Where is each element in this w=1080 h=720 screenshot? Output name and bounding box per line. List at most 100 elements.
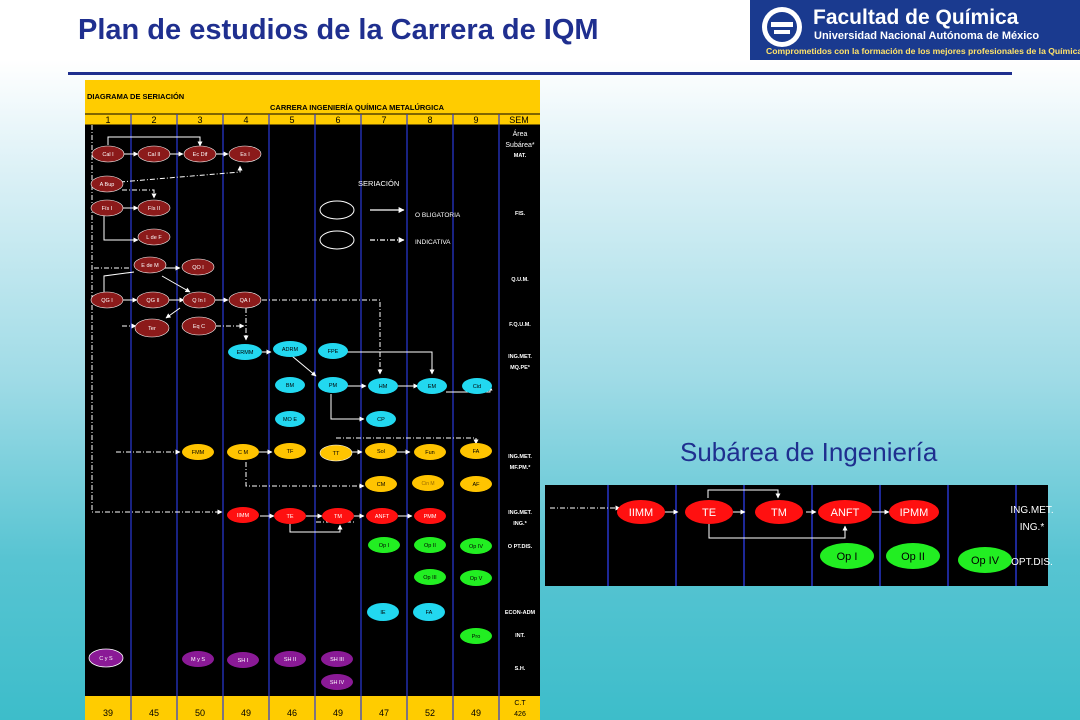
subarea-title: Subárea de Ingeniería [680, 437, 938, 467]
node-sh-iv: SH IV [321, 674, 353, 690]
diagram-header-band [85, 80, 540, 114]
node-label: TM [334, 514, 342, 520]
node-label: PMM [424, 514, 437, 520]
node-label: QG I [101, 298, 113, 304]
subarea-node-te: TE [685, 500, 733, 524]
row-label: OPT.DIS. [1011, 557, 1053, 568]
seriation-legend: SERIACIÓN O BLIGATORIA INDICATIVA [319, 179, 461, 250]
node-fa-2: FA [413, 603, 445, 621]
node-fmm: FMM [182, 444, 214, 460]
node-label: Op II [901, 551, 925, 563]
faculty-emblem-icon [762, 7, 802, 47]
row-label: O PT.DIS. [508, 544, 533, 550]
node-label: Pro [472, 634, 481, 640]
node-cm: CM [365, 476, 397, 492]
node-label: BM [286, 383, 295, 389]
node-label: QO I [192, 265, 204, 271]
node-cin-m: Cin M [412, 475, 444, 491]
node-label: FMM [192, 450, 205, 456]
node-pm: PM [318, 377, 348, 393]
column-header: 3 [197, 115, 202, 125]
legend-indicative-label: INDICATIVA [415, 239, 451, 246]
node-label: Es I [240, 152, 250, 158]
node-sh-i: SH I [227, 652, 259, 668]
node-e-de-m: E de M [133, 256, 167, 274]
node-es-i: Es I [228, 145, 262, 163]
row-label: ECON-ADM [505, 610, 536, 616]
node-ermm: ERMM [228, 344, 262, 360]
node-label: E de M [141, 263, 159, 269]
logo-motto: Comprometidos con la formación de los me… [766, 46, 1080, 56]
node-cal-ii: Cal II [137, 145, 171, 163]
node-ter: Ter [134, 318, 170, 338]
subarea-node-iimm: IIMM [617, 500, 665, 524]
node-label: QA I [240, 298, 251, 304]
node-label: TE [286, 514, 293, 520]
node-qo-i: QO I [181, 258, 215, 276]
node-fis-ii: Fís II [137, 199, 171, 217]
node-label: A Bup [100, 182, 115, 188]
node-label: TE [702, 507, 716, 519]
node-label: SH II [284, 657, 297, 663]
node-pmm: PMM [414, 508, 446, 524]
node-label: C y S [99, 656, 113, 662]
node-label: CP [377, 417, 385, 423]
node-tt: TT [319, 444, 353, 462]
node-eq-c: Eq C [181, 316, 217, 336]
node-af: AF [460, 476, 492, 492]
node-c-m: C M [227, 444, 259, 460]
node-label: HM [379, 384, 388, 390]
column-header: 1 [105, 115, 110, 125]
node-label: AF [472, 482, 480, 488]
node-label: Cin M [421, 481, 434, 487]
node-fa: FA [460, 443, 492, 459]
subarea-node-tm: TM [755, 500, 803, 524]
mandatory-connections [103, 136, 493, 533]
column-header: 6 [335, 115, 340, 125]
node-label: Cal I [102, 152, 114, 158]
logo-name: Facultad de Química [813, 6, 1019, 29]
node-label: ANFT [831, 507, 860, 519]
node-label: Ter [148, 326, 156, 332]
node-label: ERMM [237, 350, 254, 356]
node-label: ADRM [282, 347, 299, 353]
legend-node-sample [319, 200, 355, 220]
diagram-header-left: DIAGRAMA DE SERIACIÓN [87, 92, 184, 101]
row-label: S.H. [515, 666, 526, 672]
faculty-logo: Facultad de Química Universidad Nacional… [750, 0, 1080, 60]
credit-value: 52 [425, 708, 435, 718]
node-fun: Fun [414, 444, 446, 460]
credit-value: 46 [287, 708, 297, 718]
node-l-de-f: L de F [137, 228, 171, 246]
page-title: Plan de estudios de la Carrera de IQM [78, 14, 599, 46]
node-label: Op I [837, 551, 858, 563]
ct-label: C.T [514, 700, 526, 707]
node-m-y-s: M y S [182, 651, 214, 667]
node-label: Ec Dif [193, 152, 208, 158]
node-mo-e: MO E [275, 411, 305, 427]
nodes-red: IIMM TE TM ANFT PMM [227, 507, 446, 524]
ct-value: 426 [514, 711, 526, 718]
subarea-node-op-i: Op I [820, 543, 874, 569]
node-sh-iii: SH III [321, 651, 353, 667]
node-label: L de F [146, 235, 162, 241]
diagram-background [85, 80, 540, 720]
credit-value: 39 [103, 708, 113, 718]
node-label: Op III [423, 575, 437, 581]
node-hm: HM [368, 378, 398, 394]
subarea-connections [550, 489, 890, 539]
node-q-in-i: Q In I [182, 291, 216, 309]
node-label: SH IV [330, 680, 345, 686]
credit-value: 47 [379, 708, 389, 718]
node-label: Sol [377, 449, 385, 455]
node-label: Fun [425, 450, 434, 456]
node-label: FPE [328, 349, 339, 355]
row-label: MQ.PE* [510, 365, 531, 371]
node-label: C M [238, 450, 249, 456]
node-op-v: Op V [460, 570, 492, 586]
subarea-node-op-ii: Op II [886, 543, 940, 569]
column-header: 2 [151, 115, 156, 125]
column-separators [130, 114, 500, 720]
node-label: CM [377, 482, 386, 488]
